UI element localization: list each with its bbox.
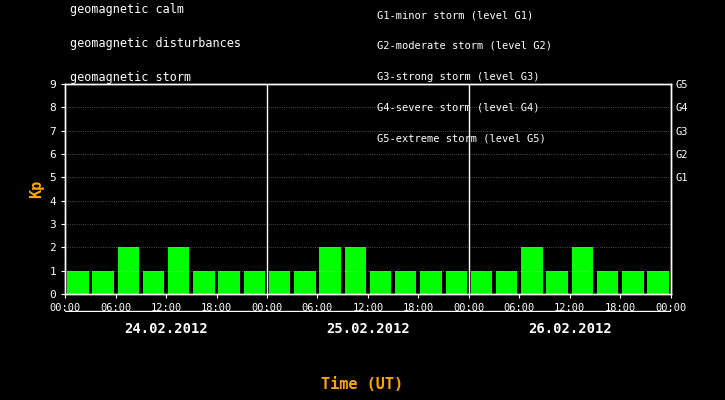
Bar — [420, 271, 442, 294]
Text: 26.02.2012: 26.02.2012 — [528, 322, 612, 336]
Text: G3-strong storm (level G3): G3-strong storm (level G3) — [377, 72, 539, 82]
Text: 24.02.2012: 24.02.2012 — [124, 322, 208, 336]
Text: geomagnetic storm: geomagnetic storm — [70, 72, 191, 84]
Bar — [496, 271, 518, 294]
Bar — [67, 271, 88, 294]
Bar — [521, 247, 542, 294]
Y-axis label: Kp: Kp — [29, 180, 44, 198]
Text: geomagnetic disturbances: geomagnetic disturbances — [70, 38, 241, 50]
Bar — [168, 247, 189, 294]
Bar — [597, 271, 618, 294]
Bar — [647, 271, 668, 294]
Bar — [117, 247, 139, 294]
Bar — [622, 271, 644, 294]
Bar — [395, 271, 416, 294]
Bar — [445, 271, 467, 294]
Bar — [244, 271, 265, 294]
Bar — [370, 271, 392, 294]
Text: G4-severe storm (level G4): G4-severe storm (level G4) — [377, 102, 539, 112]
Bar — [344, 247, 366, 294]
Bar — [471, 271, 492, 294]
Text: G1-minor storm (level G1): G1-minor storm (level G1) — [377, 10, 534, 20]
Text: G2-moderate storm (level G2): G2-moderate storm (level G2) — [377, 41, 552, 51]
Bar — [571, 247, 593, 294]
Bar — [269, 271, 291, 294]
Text: G5-extreme storm (level G5): G5-extreme storm (level G5) — [377, 133, 546, 143]
Bar — [143, 271, 165, 294]
Bar — [547, 271, 568, 294]
Text: 25.02.2012: 25.02.2012 — [326, 322, 410, 336]
Text: geomagnetic calm: geomagnetic calm — [70, 4, 184, 16]
Bar — [194, 271, 215, 294]
Bar — [294, 271, 315, 294]
Bar — [92, 271, 114, 294]
Bar — [320, 247, 341, 294]
Bar — [218, 271, 240, 294]
Text: Time (UT): Time (UT) — [321, 377, 404, 392]
